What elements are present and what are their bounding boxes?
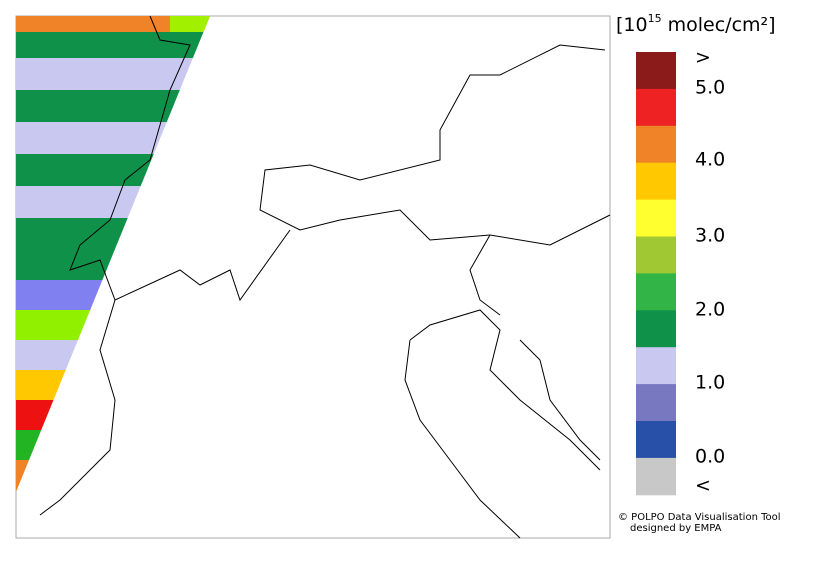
colorbar-label: 0.0 — [695, 446, 725, 468]
colorbar-label: > — [695, 47, 711, 69]
title-exponent: 15 — [648, 12, 662, 25]
title-close: ] — [768, 14, 775, 36]
colorbar-label: 2.0 — [695, 299, 725, 321]
borders — [39, 15, 611, 539]
colorbar-label: 4.0 — [695, 149, 725, 171]
colorbar-box — [636, 384, 676, 422]
credit-line: designed by EMPA — [630, 523, 722, 534]
colorbar: >5.0 4.0 3.0 2.0 1.0 0.0 < — [636, 47, 725, 497]
title-base: [10 — [616, 14, 648, 36]
colorbar-box — [636, 421, 676, 459]
colorbar-box — [636, 199, 676, 237]
colorbar-label: < — [695, 475, 711, 497]
colorbar-box — [636, 347, 676, 385]
colorbar-label: 3.0 — [695, 225, 725, 247]
colorbar-box — [636, 52, 676, 90]
credit-line: © POLPO Data Visualisation Tool — [618, 512, 781, 523]
colorbar-box — [636, 273, 676, 311]
colorbar-box — [636, 88, 676, 127]
title-unit: molec/cm² — [662, 14, 769, 36]
colorbar-label: 1.0 — [695, 372, 725, 394]
legend-title: [1015 molec/cm²] — [616, 12, 776, 36]
colorbar-box — [636, 125, 676, 164]
colorbar-label: 5.0 — [695, 77, 725, 99]
colorbar-box — [636, 162, 676, 201]
colorbar-box — [636, 310, 676, 348]
colorbar-box — [636, 457, 676, 496]
colorbar-box — [636, 236, 676, 274]
